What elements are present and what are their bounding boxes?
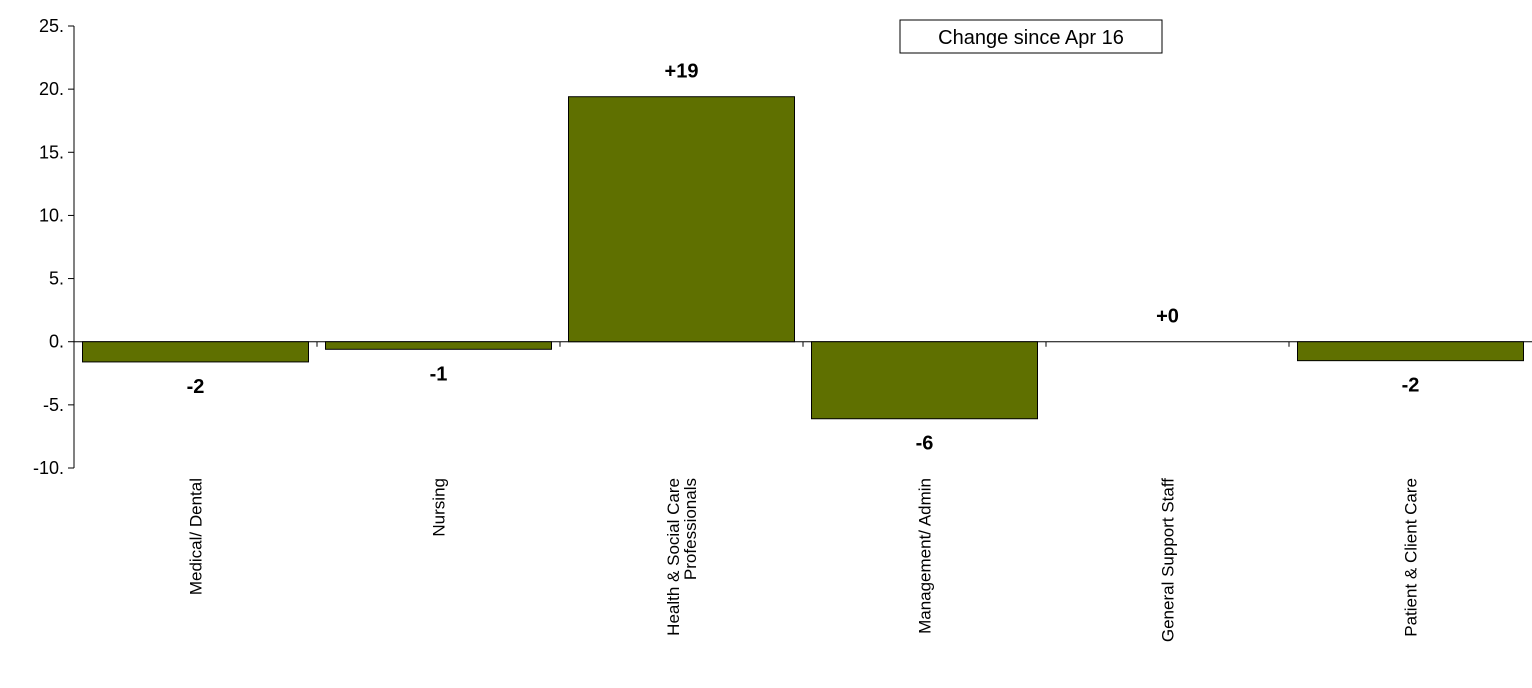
category-label-line: Management/ Admin (916, 478, 935, 634)
category-label-line: Professionals (681, 478, 700, 580)
y-tick-label: 20. (39, 79, 64, 99)
data-label: -6 (916, 433, 934, 455)
y-tick-label: 0. (49, 332, 64, 352)
y-tick-label: 15. (39, 142, 64, 162)
category-label: Health & Social CareProfessionals (664, 478, 700, 636)
bar (568, 96, 795, 343)
legend-box (899, 19, 1163, 54)
data-label: +19 (665, 61, 699, 83)
category-label-line: Health & Social Care (664, 478, 683, 636)
legend-label: Change since Apr 16 (938, 27, 1124, 49)
bar (811, 341, 1038, 420)
category-label-line: Nursing (430, 478, 449, 537)
data-label: -1 (430, 363, 448, 385)
category-label-line: General Support Staff (1159, 478, 1178, 642)
y-tick-label: 25. (39, 16, 64, 36)
bar (82, 341, 309, 363)
bar (325, 341, 552, 350)
bars (82, 96, 1524, 420)
y-axis: 25. 20. 15. 10. 5. 0. -5. -10. (33, 16, 75, 478)
category-label: Medical/ Dental (187, 478, 206, 595)
data-label: -2 (1402, 375, 1420, 397)
category-label-line: Medical/ Dental (187, 478, 206, 595)
y-tick-label: 10. (39, 205, 64, 225)
data-label: +0 (1156, 306, 1179, 328)
x-axis (74, 341, 1532, 347)
legend: Change since Apr 16 (899, 19, 1163, 54)
y-tick-label: -5. (43, 395, 64, 415)
category-label-line: Patient & Client Care (1402, 478, 1421, 637)
category-labels: Medical/ Dental Nursing Health & Social Ca… (187, 478, 1421, 642)
category-label: General Support Staff (1159, 478, 1178, 642)
bar (1297, 341, 1524, 362)
category-label: Management/ Admin (916, 478, 935, 634)
category-label: Nursing (430, 478, 449, 537)
y-tick-label: 5. (49, 269, 64, 289)
y-tick-label: -10. (33, 458, 64, 478)
category-label: Patient & Client Care (1402, 478, 1421, 637)
data-label: -2 (187, 376, 205, 398)
data-labels: -2 -1 +19 -6 +0 -2 (187, 61, 1420, 455)
